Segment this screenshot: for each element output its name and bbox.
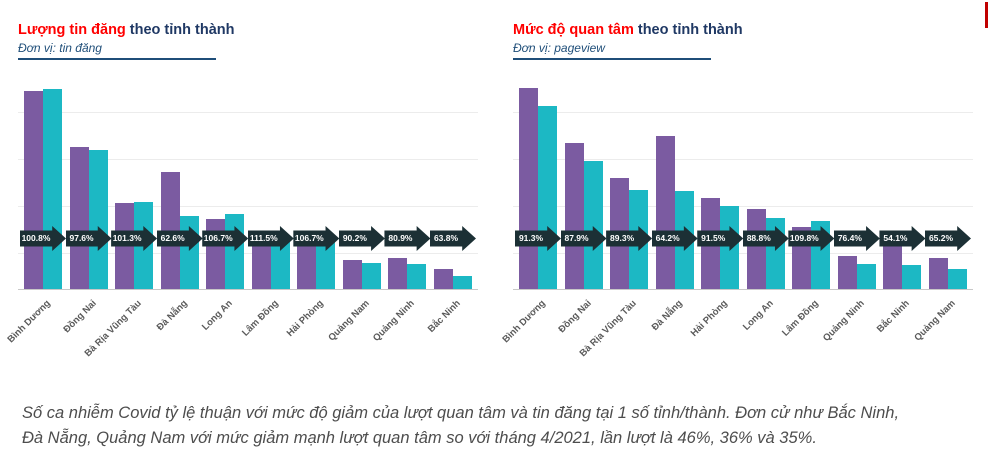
chart-title-listings: Lượng tin đăng theo tỉnh thành bbox=[18, 22, 478, 38]
chart-title-pageviews: Mức độ quan tâm theo tỉnh thành bbox=[513, 22, 973, 38]
bar-teal bbox=[453, 276, 472, 289]
x-axis-label: Bắc Ninh bbox=[875, 298, 913, 335]
bar-teal bbox=[225, 214, 245, 289]
chart-unit-label: Đơn vị: pageview bbox=[513, 41, 711, 60]
bar-purple bbox=[69, 146, 89, 289]
x-axis-label: Bà Rịa Vũng Tàu bbox=[577, 298, 639, 360]
gridline bbox=[513, 112, 973, 113]
plot-area-listings: 100.8% 97.6% 101.3% 62.6% 106.7% 111.5% 106.7%… bbox=[18, 84, 478, 290]
bar-teal bbox=[948, 268, 967, 289]
chart-panel-listings: Lượng tin đăng theo tỉnh thành Đơn vị: ti… bbox=[6, 22, 478, 368]
chart-title-rest: theo tỉnh thành bbox=[129, 22, 235, 38]
bar-teal bbox=[407, 264, 427, 289]
bar-purple bbox=[388, 258, 408, 289]
bar-purple bbox=[883, 243, 903, 289]
bar-teal bbox=[856, 263, 876, 289]
gridline bbox=[18, 206, 478, 207]
footnote-line-2: Đà Nẵng, Quảng Nam với mức giảm mạnh lượ… bbox=[22, 428, 817, 447]
x-axis-labels: Bình Dương Đồng Nai Bà Rịa Vũng Tàu Đà Nẵng… bbox=[501, 290, 973, 368]
gridline bbox=[18, 112, 478, 113]
chart-unit-label: Đơn vị: tin đăng bbox=[18, 41, 216, 60]
bar-purple bbox=[746, 209, 766, 289]
ratio-arrow-label: 63.8% bbox=[430, 226, 476, 251]
bar-purple bbox=[160, 171, 180, 289]
x-axis-label: Quảng Nam bbox=[326, 298, 372, 344]
ratio-arrow-label: 65.2% bbox=[925, 226, 971, 251]
bar-purple bbox=[655, 136, 675, 289]
bar-purple bbox=[564, 143, 584, 289]
bar-purple bbox=[519, 88, 538, 289]
bar-purple bbox=[297, 242, 317, 289]
x-axis-label: Đà Nẵng bbox=[154, 298, 190, 334]
ratio-arrow-label: 80.9% bbox=[384, 226, 431, 251]
chart-title-highlight: Lượng tin đăng bbox=[18, 22, 126, 38]
gridline bbox=[513, 159, 973, 160]
bar-purple bbox=[251, 244, 271, 289]
x-axis-label: Hải Phòng bbox=[688, 298, 730, 340]
x-axis-label: Lâm Đồng bbox=[239, 298, 281, 339]
bar-teal bbox=[583, 160, 603, 289]
chart-title-rest: theo tỉnh thành bbox=[637, 22, 743, 38]
bar-teal bbox=[902, 264, 922, 289]
x-axis-labels: Bình Dương Đồng Nai Bà Rịa Vũng Tàu Đà Nẵng… bbox=[6, 290, 478, 368]
x-axis-label: Quảng Ninh bbox=[371, 298, 418, 344]
bar-purple bbox=[342, 260, 362, 289]
plot-area-pageviews: 91.3% 87.9% 89.3% 64.2% 91.5% 88.8% 109.8% 76.4… bbox=[513, 84, 973, 290]
bar-purple bbox=[206, 219, 226, 289]
x-axis-label: Quảng Ninh bbox=[820, 298, 867, 344]
x-axis-label: Quảng Nam bbox=[912, 298, 958, 344]
x-axis-label: Bà Rịa Vũng Tàu bbox=[82, 298, 144, 360]
bar-purple bbox=[929, 258, 948, 289]
footnote-line-1: Số ca nhiễm Covid tỷ lệ thuận với mức độ… bbox=[22, 404, 900, 422]
x-axis-label: Đà Nẵng bbox=[649, 298, 685, 334]
x-axis-label: Bắc Ninh bbox=[425, 298, 463, 335]
bar-teal bbox=[538, 105, 557, 289]
gridline bbox=[513, 206, 973, 207]
x-axis-label: Đồng Nai bbox=[61, 298, 99, 336]
chart-title-highlight: Mức độ quan tâm bbox=[513, 22, 634, 38]
x-axis-label: Lâm Đồng bbox=[780, 298, 822, 339]
bar-purple bbox=[24, 90, 43, 289]
x-axis-label: Long An bbox=[740, 298, 776, 333]
gridline bbox=[18, 253, 478, 254]
x-axis-label: Đồng Nai bbox=[556, 298, 594, 336]
bar-teal bbox=[88, 150, 108, 289]
bar-purple bbox=[434, 268, 453, 289]
ratio-arrow-label: 90.2% bbox=[338, 226, 385, 251]
bar-teal bbox=[361, 262, 381, 289]
bar-teal bbox=[270, 239, 290, 289]
red-corner-marker bbox=[985, 2, 988, 28]
footnote: Số ca nhiễm Covid tỷ lệ thuận với mức độ… bbox=[22, 401, 972, 451]
gridline bbox=[513, 253, 973, 254]
x-axis-label: Long An bbox=[200, 298, 235, 333]
ratio-arrow-label: 76.4% bbox=[833, 226, 880, 251]
chart-panel-pageviews: Mức độ quan tâm theo tỉnh thành Đơn vị: p… bbox=[501, 22, 973, 368]
bar-teal bbox=[43, 89, 62, 289]
bar-teal bbox=[316, 238, 336, 289]
bar-purple bbox=[837, 256, 857, 289]
x-axis-label: Hải Phòng bbox=[285, 298, 327, 340]
gridline bbox=[18, 159, 478, 160]
